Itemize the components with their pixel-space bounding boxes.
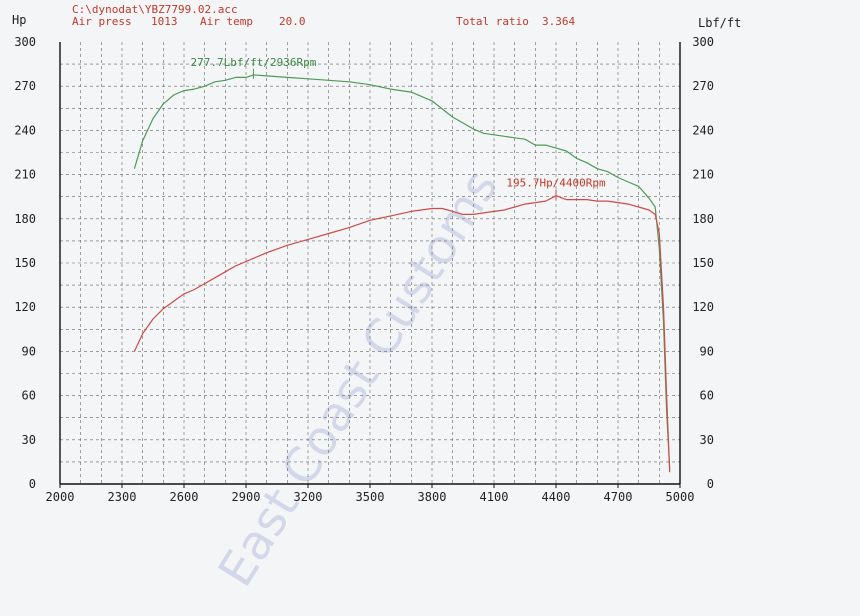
x-tick-label: 2900 xyxy=(232,490,261,504)
x-tick-label: 3200 xyxy=(294,490,323,504)
y-tick-label-right: 180 xyxy=(692,212,714,226)
x-tick-label: 3800 xyxy=(418,490,447,504)
x-tick-label: 3500 xyxy=(356,490,385,504)
air-press-label: Air press xyxy=(72,15,132,28)
x-tick-label: 2600 xyxy=(170,490,199,504)
air-temp-value: 20.0 xyxy=(279,15,306,28)
y-tick-label-left: 240 xyxy=(14,123,36,137)
y-tick-label-left: 150 xyxy=(14,256,36,270)
y-tick-label-left: 300 xyxy=(14,35,36,49)
y-tick-label-left: 30 xyxy=(22,433,36,447)
y-tick-label-right: 300 xyxy=(692,35,714,49)
y-tick-label-right: 210 xyxy=(692,168,714,182)
power-peak-label: 195.7Hp/4400Rpm xyxy=(506,177,606,190)
series-layer xyxy=(133,74,671,473)
y-tick-label-right: 120 xyxy=(692,300,714,314)
y-tick-label-left: 270 xyxy=(14,79,36,93)
total-ratio-label: Total ratio xyxy=(456,15,529,28)
total-ratio-value: 3.364 xyxy=(542,15,575,28)
y-tick-label-left: 120 xyxy=(14,300,36,314)
y-axis-left-title: Hp xyxy=(12,13,26,27)
file-path-text: C:\dynodat\YBZ7799.02.acc xyxy=(72,3,238,16)
torque-peak-label: 277.7Lbf/ft/2936Rpm xyxy=(191,56,317,69)
y-tick-label-left: 210 xyxy=(14,168,36,182)
watermark-text: East Coast Customs xyxy=(208,160,509,596)
x-tick-label: 2000 xyxy=(46,490,75,504)
y-tick-label-right: 270 xyxy=(692,79,714,93)
y-tick-label-right: 240 xyxy=(692,123,714,137)
x-tick-label: 4100 xyxy=(480,490,509,504)
x-tick-label: 5000 xyxy=(666,490,695,504)
x-tick-label: 4700 xyxy=(604,490,633,504)
y-tick-label-right: 0 xyxy=(707,477,714,491)
y-tick-label-left: 0 xyxy=(29,477,36,491)
grid-layer xyxy=(60,42,680,484)
y-tick-label-right: 30 xyxy=(700,433,714,447)
y-tick-label-left: 180 xyxy=(14,212,36,226)
y-axis-right-title: Lbf/ft xyxy=(698,16,741,30)
ticks-layer: 2000 2300 2600 2900 3200 3500 3800 4100 4400 4700… xyxy=(14,35,714,504)
x-tick-label: 4400 xyxy=(542,490,571,504)
y-tick-label-left: 90 xyxy=(22,344,36,358)
y-tick-label-right: 60 xyxy=(700,389,714,403)
air-temp-label: Air temp xyxy=(200,15,253,28)
y-tick-label-right: 90 xyxy=(700,344,714,358)
y-tick-label-right: 150 xyxy=(692,256,714,270)
axis-layer xyxy=(59,42,681,488)
x-tick-label: 2300 xyxy=(108,490,137,504)
annotation-layer: 277.7Lbf/ft/2936Rpm 195.7Hp/4400Rpm xyxy=(191,56,606,200)
power-curve xyxy=(133,195,671,473)
y-tick-label-left: 60 xyxy=(22,389,36,403)
torque-curve xyxy=(133,74,671,470)
air-press-value: 1013 xyxy=(151,15,178,28)
